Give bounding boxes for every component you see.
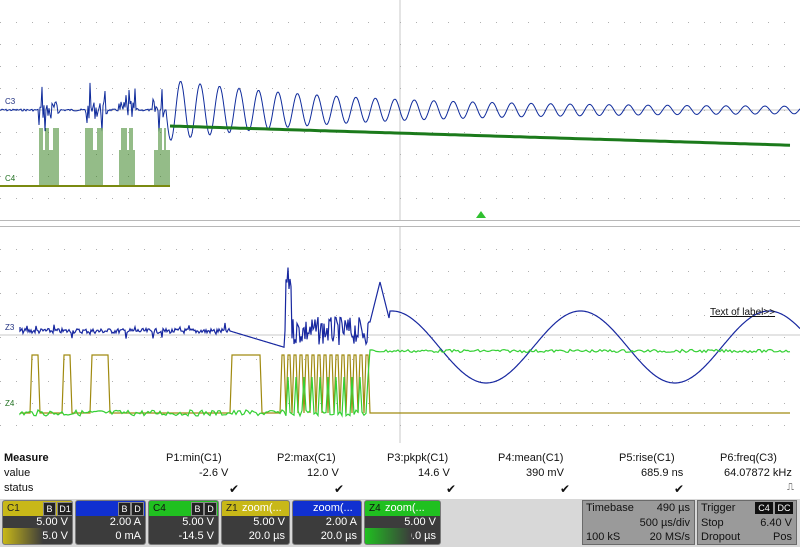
zoom-trace-z3 [19, 267, 800, 384]
zoom-grid-dots [0, 249, 785, 426]
zoom-waveform-grid[interactable]: Z3 Z4 Text of label>> [0, 226, 800, 443]
channel-c4-tag-d: D [204, 502, 217, 516]
top-trace-c4-bursts [39, 128, 170, 186]
measure-p2-status-icon: ✔ [334, 482, 345, 496]
timebase-title: Timebase [586, 502, 634, 514]
measure-p4-value: 390 mV [526, 467, 564, 479]
zoom-z1-scale: 5.00 V [253, 516, 285, 528]
measure-value-row: value -2.6 V 12.0 V 14.6 V 390 mV 685.9 … [4, 467, 796, 482]
measure-p5-name[interactable]: P5:rise(C1) [619, 452, 675, 464]
channel-c4-tag-b: B [191, 502, 204, 516]
trigger-title: Trigger [701, 502, 736, 514]
timebase-box[interactable]: Timebase 490 µs 500 µs/div 100 kS 20 MS/… [582, 500, 695, 545]
channel-c1-tag-d1: D1 [57, 502, 72, 516]
zoom-z3-id [295, 502, 299, 515]
measure-status-label: status [4, 482, 34, 494]
channel-c1-descriptor[interactable]: C1 B D1 5.00 V -15.0 V [2, 500, 73, 545]
trigger-level: 6.40 V [760, 517, 792, 529]
trigger-coupling-tag: DC [775, 502, 793, 514]
timebase-samples: 100 kS [586, 531, 621, 543]
zoom-z3-label: zoom(... [313, 502, 353, 514]
measure-table: Measure P1:min(C1) P2:max(C1) P3:pkpk(C1… [0, 449, 800, 499]
top-trace-c4-decay [169, 124, 791, 147]
zoom-z1-label: zoom(... [242, 502, 282, 514]
zoom-z4-scale: 5.00 V [404, 516, 436, 528]
zoom-z4-label: zoom(... [385, 502, 425, 514]
channel-c4-offset: -14.5 V [178, 530, 214, 542]
channel-c3-descriptor[interactable]: B D 2.00 A 0 mA [75, 500, 146, 545]
zoom-z3-time: 20.0 µs [320, 530, 357, 542]
channel-c4-scale: 5.00 V [182, 516, 214, 528]
channel-c4-id: C4 [151, 502, 168, 515]
zoom-waveform-svg [0, 227, 800, 443]
channel-c3-tag-d: D [131, 502, 144, 516]
timebase-div: 500 µs/div [639, 517, 690, 529]
zoom-trace-z1 [20, 354, 790, 414]
zoom-label-z4: Z4 [5, 399, 15, 408]
measure-p2-name[interactable]: P2:max(C1) [277, 452, 336, 464]
measure-p3-name[interactable]: P3:pkpk(C1) [387, 452, 449, 464]
trigger-type: Dropout [701, 531, 741, 543]
channel-c3-id [78, 502, 82, 515]
measure-header: Measure [4, 452, 49, 464]
zoom-z1-descriptor[interactable]: Z1 zoom(... 5.00 V 20.0 µs [221, 500, 290, 545]
zoom-label-z3: Z3 [5, 323, 15, 332]
channel-c3-tag-b: B [118, 502, 131, 516]
timebase-delay: 490 µs [656, 502, 690, 514]
trigger-mode: Stop [701, 517, 724, 529]
channel-c4-descriptor[interactable]: C4 B D 5.00 V -14.5 V [148, 500, 219, 545]
top-label-c4: C4 [5, 174, 16, 183]
measure-p5-value: 685.9 ns [641, 467, 684, 479]
zoom-z4-id: Z4 [367, 502, 383, 515]
measure-p1-value: -2.6 V [199, 467, 229, 479]
top-label-c3: C3 [5, 97, 16, 106]
channel-c1-tag-b: B [43, 502, 56, 516]
top-waveform-svg [0, 0, 800, 220]
descriptor-bar: C1 B D1 5.00 V -15.0 V B D 2.00 A 0 mA C… [0, 499, 800, 547]
trigger-box[interactable]: Trigger C4 DC Stop 6.40 V Dropout Pos [697, 500, 797, 545]
zoom-z4-descriptor[interactable]: Z4 zoom(... 5.00 V 20.0 µs [364, 500, 441, 545]
measure-value-label: value [4, 467, 31, 479]
zoom-trace-z4 [19, 348, 791, 418]
timebase-rate: 20 MS/s [649, 531, 690, 543]
channel-c3-scale: 2.00 A [109, 516, 141, 528]
zoom-z1-time: 20.0 µs [248, 530, 285, 542]
top-waveform-grid[interactable]: C3 C4 [0, 0, 800, 221]
zoom-z1-id: Z1 [224, 502, 240, 515]
measure-header-row: Measure P1:min(C1) P2:max(C1) P3:pkpk(C1… [4, 452, 796, 467]
zoom-z3-descriptor[interactable]: zoom(... 2.00 A 20.0 µs [292, 500, 362, 545]
measure-p6-value: 64.07872 kHz [724, 467, 792, 479]
measure-p5-status-icon: ✔ [674, 482, 685, 496]
zoom-annotation-label[interactable]: Text of label>> [710, 307, 776, 318]
trigger-source-tag: C4 [755, 502, 773, 514]
measure-p1-name[interactable]: P1:min(C1) [166, 452, 222, 464]
trigger-slope: Pos [773, 531, 792, 543]
measure-p1-status-icon: ✔ [229, 482, 240, 496]
measure-p4-name[interactable]: P4:mean(C1) [498, 452, 564, 464]
zoom-z3-scale: 2.00 A [325, 516, 357, 528]
measure-status-row: status ✔ ✔ ✔ ✔ ✔ ⎍ [4, 482, 796, 497]
measure-p3-value: 14.6 V [418, 467, 450, 479]
measure-p6-name[interactable]: P6:freq(C3) [720, 452, 777, 464]
channel-c1-scale: 5.00 V [36, 516, 68, 528]
top-trace-c3 [0, 80, 800, 142]
measure-p3-status-icon: ✔ [446, 482, 457, 496]
measure-p4-status-icon: ✔ [560, 482, 571, 496]
channel-c3-offset: 0 mA [115, 530, 141, 542]
channel-c1-id: C1 [5, 502, 22, 515]
trigger-marker-icon [476, 211, 486, 218]
measure-p2-value: 12.0 V [307, 467, 339, 479]
measure-p6-status-icon: ⎍ [787, 482, 794, 493]
